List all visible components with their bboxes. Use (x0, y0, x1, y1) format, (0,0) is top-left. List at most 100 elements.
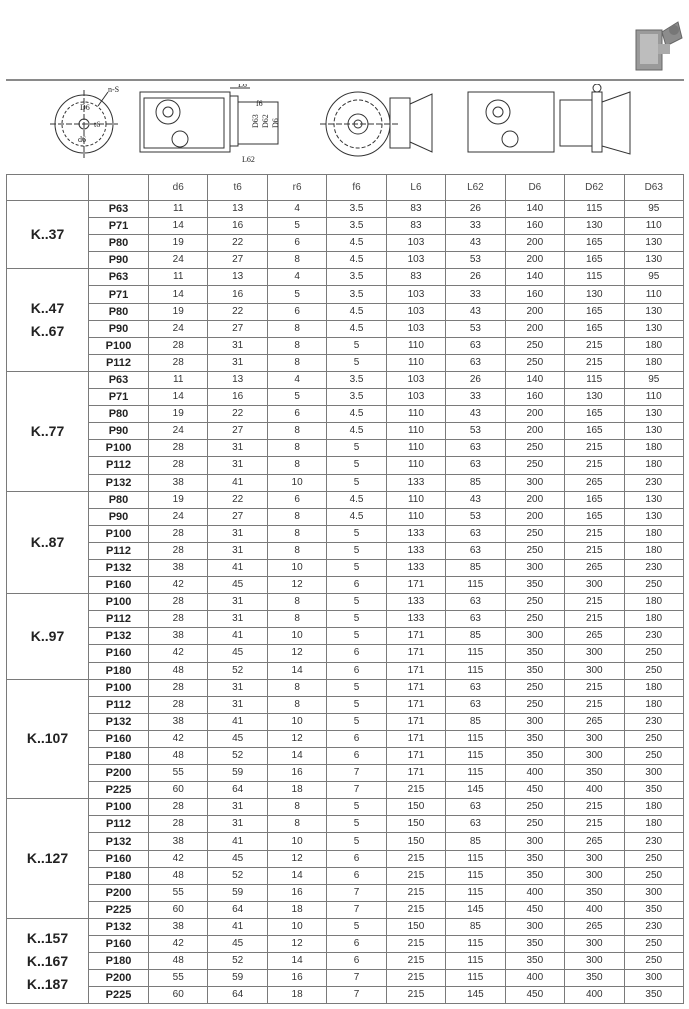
model-name: K..157 (26, 929, 69, 946)
value-cell: 59 (207, 764, 268, 783)
value-cell: 55 (147, 969, 209, 988)
value-cell: 16 (207, 388, 268, 407)
value-cell: 250 (504, 353, 566, 372)
motor-frame-cell: P80 (88, 405, 149, 424)
value-cell: 180 (623, 524, 684, 543)
value-cell: 14 (147, 217, 209, 236)
motor-frame-cell: P80 (88, 234, 149, 253)
value-cell: 450 (504, 986, 566, 1005)
table-row: P90 24 27 8 4.5 110 53 200 165 130 (7, 507, 684, 526)
value-cell: 350 (564, 969, 625, 988)
value-cell: 250 (504, 439, 566, 458)
value-cell: 110 (623, 388, 684, 407)
value-cell: 250 (504, 815, 566, 834)
value-cell: 12 (266, 644, 328, 663)
value-cell: 19 (147, 302, 209, 321)
model-name: K..187 (26, 975, 69, 992)
value-cell: 145 (445, 986, 506, 1005)
table-row: K..107 P100 28 31 8 5 171 63 250 215 180 (6, 678, 684, 800)
column-header: D62 (564, 174, 625, 201)
value-cell: 16 (266, 764, 328, 783)
model-cell: K..97 (6, 593, 89, 680)
value-cell: 200 (504, 405, 566, 424)
value-cell: 5 (326, 558, 387, 578)
value-cell: 215 (564, 541, 625, 560)
value-cell: 4.5 (326, 319, 387, 338)
table-row: P100 28 31 8 5 110 63 250 215 180 (7, 439, 684, 458)
table-row: P80 19 22 6 4.5 103 43 200 165 130 (7, 234, 684, 253)
value-cell: 31 (207, 456, 268, 475)
value-cell: 130 (623, 251, 684, 270)
model-cell: K..87 (6, 490, 89, 595)
value-cell: 95 (623, 370, 684, 390)
value-cell: 16 (207, 285, 268, 304)
value-cell: 180 (623, 695, 684, 714)
gearbox-motor-side-view-drawing (467, 84, 631, 155)
value-cell: 22 (207, 405, 268, 424)
value-cell: 350 (504, 866, 566, 885)
value-cell: 300 (564, 866, 625, 885)
value-cell: 115 (564, 268, 625, 287)
column-header: t6 (207, 174, 268, 201)
value-cell: 52 (207, 661, 268, 680)
value-cell: 14 (266, 661, 328, 680)
value-cell: 200 (504, 319, 566, 338)
value-cell: 11 (147, 370, 209, 390)
value-cell: 5 (266, 388, 328, 407)
value-cell: 230 (623, 558, 684, 578)
motor-frame-cell: P90 (88, 319, 149, 338)
value-cell: 215 (385, 935, 447, 954)
value-cell: 130 (623, 302, 684, 321)
value-cell: 450 (504, 900, 566, 919)
value-cell: 31 (207, 353, 268, 372)
value-cell: 63 (445, 610, 506, 629)
model-name: K..107 (26, 730, 69, 747)
value-cell: 215 (385, 900, 447, 919)
value-cell: 350 (623, 986, 684, 1005)
value-cell: 5 (266, 285, 328, 304)
value-cell: 5 (326, 695, 387, 714)
value-cell: 140 (504, 199, 566, 219)
table-row: P160 42 45 12 6 215 115 350 300 250 (7, 935, 684, 954)
value-cell: 160 (504, 217, 566, 236)
value-cell: 5 (326, 593, 387, 612)
value-cell: 10 (266, 473, 328, 492)
value-cell: 12 (266, 576, 328, 595)
motor-frame-cell: P132 (88, 627, 149, 646)
value-cell: 130 (623, 234, 684, 253)
table-row: K..37 P63 11 13 4 3.5 83 26 140 115 95 (6, 199, 684, 270)
table-row: P112 28 31 8 5 171 63 250 215 180 (7, 695, 684, 714)
value-cell: 171 (385, 764, 447, 783)
value-cell: 215 (564, 336, 625, 355)
value-cell: 43 (445, 302, 506, 321)
value-cell: 215 (564, 815, 625, 834)
value-cell: 53 (445, 507, 506, 526)
value-cell: 10 (266, 712, 328, 731)
value-cell: 171 (385, 644, 447, 663)
value-cell: 22 (207, 490, 268, 509)
value-cell: 6 (326, 644, 387, 663)
value-cell: 350 (504, 661, 566, 680)
value-cell: 8 (266, 439, 328, 458)
table-row: P180 48 52 14 6 171 115 350 300 250 (7, 661, 684, 680)
value-cell: 27 (207, 319, 268, 338)
value-cell: 64 (207, 900, 268, 919)
motor-frame-cell: P100 (88, 798, 149, 817)
value-cell: 59 (207, 969, 268, 988)
value-cell: 8 (266, 456, 328, 475)
value-cell: 63 (445, 439, 506, 458)
value-cell: 48 (147, 746, 209, 766)
value-cell: 115 (445, 746, 506, 766)
value-cell: 38 (147, 832, 209, 851)
value-cell: 6 (266, 234, 328, 253)
value-cell: 48 (147, 952, 209, 971)
value-cell: 7 (326, 900, 387, 919)
value-cell: 4.5 (326, 251, 387, 270)
value-cell: 3.5 (326, 217, 387, 236)
value-cell: 115 (445, 661, 506, 680)
value-cell: 110 (623, 217, 684, 236)
value-cell: 180 (623, 541, 684, 560)
value-cell: 133 (385, 524, 447, 543)
table-row: P112 28 31 8 5 133 63 250 215 180 (7, 610, 684, 629)
value-cell: 150 (385, 832, 447, 851)
